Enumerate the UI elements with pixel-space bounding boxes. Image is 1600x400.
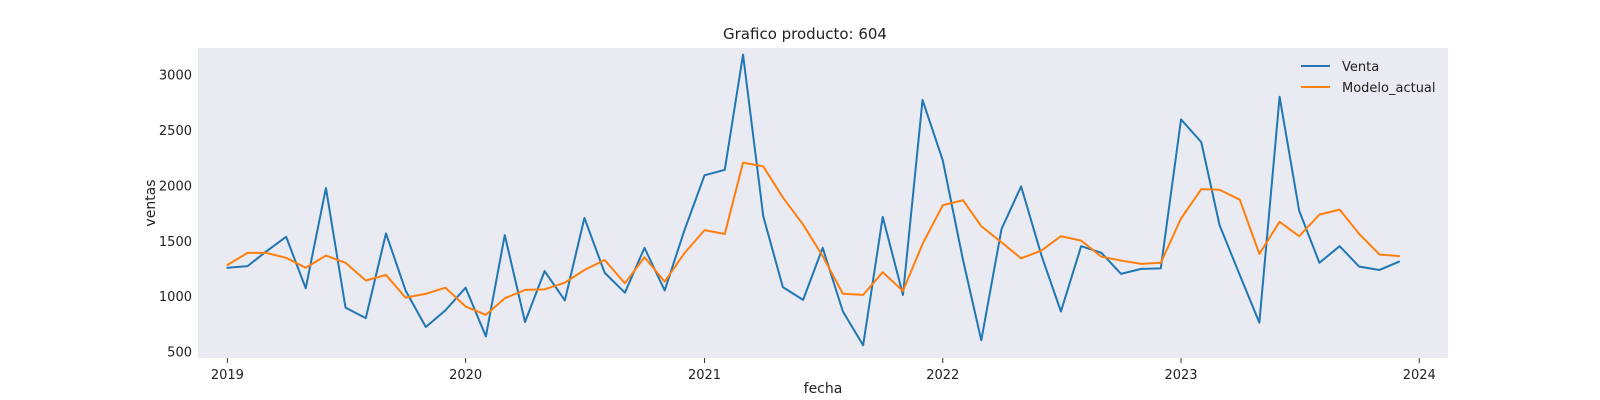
y-tick-label: 500 (167, 345, 192, 360)
chart-title: Grafico producto: 604 (723, 25, 887, 43)
x-tick-label: 2019 (211, 368, 244, 383)
y-tick-label: 2000 (159, 179, 192, 194)
x-tick-label: 2022 (926, 368, 959, 383)
y-tick-label: 2500 (159, 124, 192, 139)
x-tick-label: 2021 (688, 368, 721, 383)
series-line-venta (226, 53, 1401, 347)
y-tick-label: 1000 (159, 290, 192, 305)
y-tick-label: 1500 (159, 235, 192, 250)
x-tick-label: 2024 (1403, 368, 1436, 383)
legend-entry: Modelo_actual (1342, 81, 1436, 96)
y-tick-label: 3000 (159, 69, 192, 84)
x-axis-ticks: 2019 2020 2021 2022 2023 2024 (211, 358, 1436, 383)
series-line-modelo-actual (226, 161, 1401, 316)
series-lines (226, 53, 1401, 347)
y-axis-ticks: 500 1000 1500 2000 2500 3000 (159, 69, 192, 361)
x-tick-label: 2023 (1164, 368, 1197, 383)
x-axis-label: fecha (804, 381, 843, 397)
y-axis-label: ventas (143, 179, 159, 226)
plot-area (198, 48, 1448, 358)
legend-entry: Venta (1342, 60, 1379, 75)
legend: Venta Modelo_actual (1301, 60, 1436, 96)
x-tick-label: 2020 (449, 368, 482, 383)
